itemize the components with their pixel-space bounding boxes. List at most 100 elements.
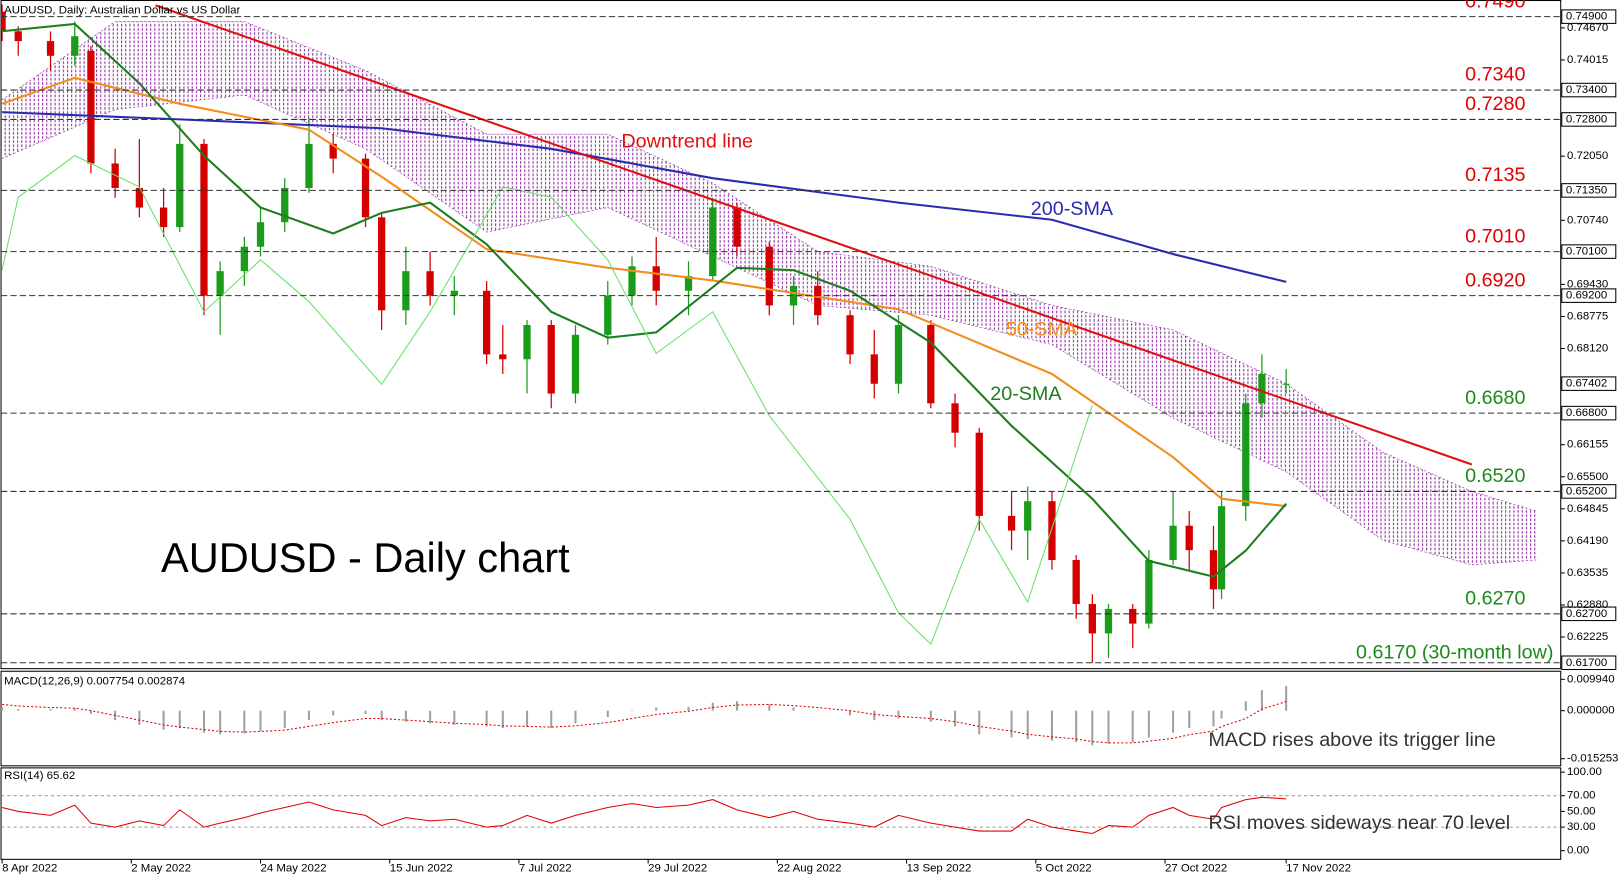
candle-body — [870, 354, 878, 384]
candle-body — [1072, 559, 1080, 605]
level-note: 0.6170 (30-month low) — [1356, 642, 1553, 664]
level-box — [1561, 655, 1617, 671]
macd-bar — [687, 706, 690, 711]
last-price-label: 0.67402 — [1566, 378, 1607, 390]
candle-body — [814, 285, 822, 316]
candle-body — [523, 325, 531, 360]
candle-body — [1169, 525, 1177, 560]
level-box — [1561, 112, 1617, 127]
candle-body — [1024, 501, 1032, 531]
candle-body — [159, 207, 168, 228]
x-tick-label: 5 Oct 2022 — [1036, 863, 1092, 875]
candle-body — [571, 334, 580, 394]
macd-bar — [429, 710, 432, 724]
candle-body — [305, 143, 313, 188]
y-tick-label: 50.00 — [1567, 805, 1596, 817]
candle-body — [652, 266, 660, 291]
x-tick-label: 22 Aug 2022 — [777, 863, 841, 875]
candle-body — [1242, 403, 1250, 507]
candle-body — [71, 36, 79, 56]
y-tick-label: 0.72050 — [1567, 150, 1608, 162]
candle-body — [402, 271, 410, 311]
macd-bar — [1050, 710, 1053, 741]
macd-bar — [525, 710, 529, 727]
y-tick-label: 0.00 — [1567, 845, 1589, 857]
candle-body — [927, 325, 935, 404]
candle-body — [1217, 506, 1226, 590]
macd-bar — [1188, 710, 1191, 728]
macd-bar — [138, 710, 141, 725]
cloud-lower — [1, 94, 1537, 566]
macd-bar — [202, 710, 206, 733]
rsi-line — [1, 796, 1287, 834]
y-tick-label: 0.65500 — [1567, 471, 1608, 483]
candle-body — [1, 11, 6, 32]
level-box — [1561, 606, 1617, 622]
y-tick-label: 0.68120 — [1567, 343, 1608, 355]
candle-body — [765, 246, 773, 306]
candle-body — [1007, 515, 1016, 531]
series-label: 200-SMA — [1031, 198, 1114, 220]
candle-body — [361, 158, 370, 218]
rsi-title: RSI(14) 65.62 — [4, 770, 75, 782]
macd-pane — [0, 670, 1562, 767]
macd-bar — [711, 702, 714, 711]
rsi-pane — [0, 767, 1562, 860]
candle-body — [1258, 373, 1266, 404]
macd-bar — [243, 710, 246, 734]
macd-bar — [792, 707, 795, 711]
macd-bar — [1091, 710, 1094, 746]
macd-bar — [380, 710, 383, 721]
series-line — [1, 22, 1287, 578]
macd-bar — [1010, 710, 1013, 738]
cloud-fill — [2, 21, 1537, 565]
macd-note: MACD rises above its trigger line — [1208, 729, 1495, 751]
level-note: 0.7010 — [1465, 225, 1525, 247]
last-price-box — [1561, 376, 1617, 391]
macd-bar — [283, 710, 286, 728]
level-note: 0.7490 — [1465, 0, 1525, 12]
y-tick-label: 0.62225 — [1567, 631, 1608, 643]
rsi-plot — [1, 795, 1561, 834]
candle-body — [176, 143, 184, 228]
level-box — [1561, 183, 1617, 198]
level-axis-label: 0.72800 — [1566, 113, 1607, 125]
y-tick-label: 0.74015 — [1567, 54, 1608, 66]
macd-bar — [1131, 710, 1134, 743]
level-note: 0.7340 — [1465, 64, 1525, 86]
series-line — [2, 111, 1287, 283]
x-tick-label: 17 Nov 2022 — [1286, 863, 1351, 875]
macd-bar — [485, 710, 488, 727]
candle-body — [216, 271, 224, 296]
chart-subtitle: AUDUSD - Daily chart — [161, 534, 570, 581]
candle-body — [547, 325, 555, 394]
macd-bar — [1220, 710, 1223, 719]
candle-body — [329, 143, 337, 159]
candle-body — [733, 207, 741, 247]
series-line — [1, 76, 1287, 508]
candle-body — [240, 246, 248, 272]
candle-body — [14, 31, 22, 42]
macd-bar — [816, 710, 819, 712]
candle-body — [1282, 383, 1290, 385]
macd-bar — [501, 710, 504, 728]
x-tick-label: 13 Sep 2022 — [907, 863, 972, 875]
x-tick-label: 15 Jun 2022 — [390, 863, 453, 875]
candle-body — [1129, 608, 1137, 624]
y-tick-label: 0.62880 — [1567, 599, 1608, 611]
x-tick-label: 7 Jul 2022 — [519, 863, 572, 875]
candle-body — [499, 354, 507, 360]
candle-body — [281, 187, 289, 223]
y-tick-label: 0.70740 — [1567, 214, 1608, 226]
level-axis-label: 0.74900 — [1566, 11, 1607, 23]
candle-body — [975, 432, 983, 516]
macd-bar — [219, 710, 222, 735]
macd-bar — [897, 710, 900, 719]
macd-bar — [89, 710, 92, 714]
y-tick-label: 0.63535 — [1567, 567, 1608, 579]
series-line — [155, 4, 1473, 466]
candle-body — [709, 207, 717, 277]
y-tick-label: 0.66155 — [1567, 439, 1608, 451]
macd-bar — [453, 710, 456, 725]
macd-bar — [630, 710, 634, 712]
